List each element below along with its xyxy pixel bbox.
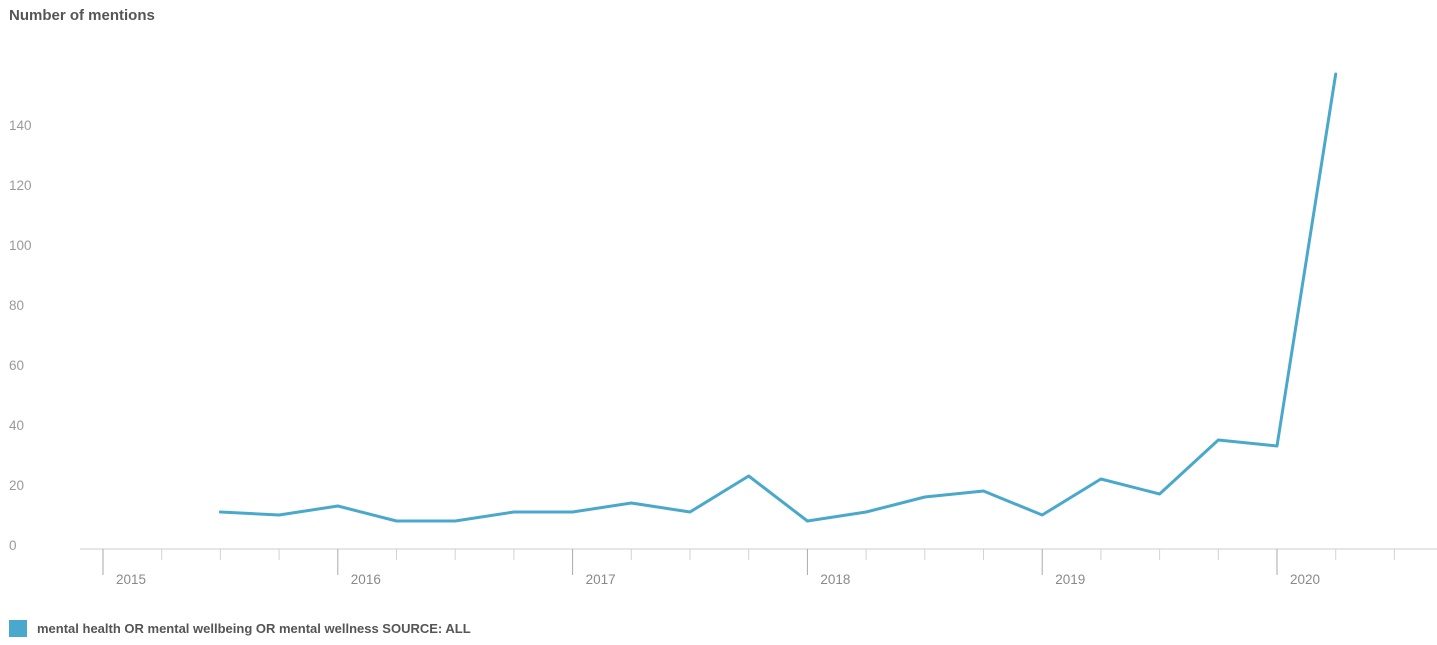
x-tick-label: 2016 xyxy=(351,572,381,587)
y-tick-label: 0 xyxy=(9,538,17,553)
data-point[interactable] xyxy=(454,520,457,523)
x-tick-label: 2015 xyxy=(116,572,146,587)
y-tick-label: 40 xyxy=(9,418,24,433)
y-tick-label: 100 xyxy=(9,238,32,253)
x-tick-label: 2017 xyxy=(586,572,616,587)
x-tick-label: 2018 xyxy=(820,572,850,587)
y-tick-label: 60 xyxy=(9,358,24,373)
x-axis: 2015 2016 2017 2018 2019 2020 xyxy=(80,548,1437,587)
data-point[interactable] xyxy=(219,511,222,514)
data-point[interactable] xyxy=(571,511,574,514)
data-point[interactable] xyxy=(806,520,809,523)
data-point[interactable] xyxy=(1217,439,1220,442)
legend-label: mental health OR mental wellbeing OR men… xyxy=(37,621,471,636)
data-point[interactable] xyxy=(982,490,985,493)
data-point[interactable] xyxy=(1276,445,1279,448)
data-point[interactable] xyxy=(1099,478,1102,481)
x-tick-label: 2020 xyxy=(1290,572,1320,587)
data-point[interactable] xyxy=(1041,514,1044,517)
y-tick-label: 80 xyxy=(9,298,24,313)
data-point[interactable] xyxy=(747,475,750,478)
data-point[interactable] xyxy=(336,505,339,508)
data-point[interactable] xyxy=(1334,73,1337,76)
data-point[interactable] xyxy=(1158,493,1161,496)
y-axis: 0 20 40 60 80 100 120 140 xyxy=(9,118,32,553)
data-point[interactable] xyxy=(689,511,692,514)
series-line xyxy=(218,72,1338,523)
data-point[interactable] xyxy=(512,511,515,514)
legend[interactable]: mental health OR mental wellbeing OR men… xyxy=(9,620,471,637)
series-layer xyxy=(218,72,1338,523)
legend-swatch xyxy=(9,620,27,637)
data-point[interactable] xyxy=(278,514,281,517)
y-tick-label: 120 xyxy=(9,178,32,193)
y-tick-label: 140 xyxy=(9,118,32,133)
data-point[interactable] xyxy=(865,511,868,514)
data-point[interactable] xyxy=(923,496,926,499)
data-point[interactable] xyxy=(630,502,633,505)
y-tick-label: 20 xyxy=(9,478,24,493)
x-tick-label: 2019 xyxy=(1055,572,1085,587)
chart-title: Number of mentions xyxy=(9,7,155,24)
data-point[interactable] xyxy=(395,520,398,523)
